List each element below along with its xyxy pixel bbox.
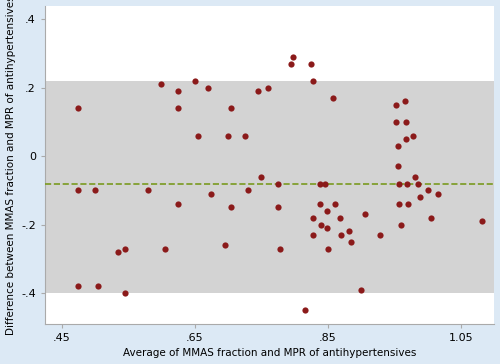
Point	[74, 283, 82, 289]
Point	[174, 105, 182, 111]
Point	[404, 201, 412, 207]
Point	[392, 102, 400, 108]
Point	[478, 218, 486, 224]
Point	[402, 181, 410, 186]
Point	[397, 222, 405, 228]
Point	[161, 246, 169, 252]
Point	[308, 61, 316, 67]
Point	[94, 283, 102, 289]
Point	[121, 246, 129, 252]
Point	[244, 187, 252, 193]
Point	[376, 232, 384, 238]
Point	[190, 78, 198, 84]
Point	[402, 136, 410, 142]
Point	[394, 143, 402, 149]
Point	[357, 287, 365, 293]
Point	[348, 239, 356, 245]
Point	[174, 201, 182, 207]
Point	[158, 82, 166, 87]
Point	[434, 191, 442, 197]
Point	[114, 249, 122, 255]
Point	[300, 307, 308, 313]
Point	[74, 105, 82, 111]
Point	[346, 229, 354, 234]
Point	[276, 246, 284, 252]
Point	[228, 105, 235, 111]
Point	[310, 215, 318, 221]
X-axis label: Average of MMAS fraction and MPR of antihypertensives: Average of MMAS fraction and MPR of anti…	[123, 348, 416, 359]
Point	[360, 211, 368, 217]
Y-axis label: Difference between MMAS fraction and MPR of antihypertensives: Difference between MMAS fraction and MPR…	[6, 0, 16, 335]
Point	[330, 201, 338, 207]
Point	[254, 88, 262, 94]
Point	[290, 54, 298, 60]
Point	[194, 133, 202, 139]
Point	[416, 194, 424, 200]
Point	[330, 95, 338, 101]
Point	[318, 222, 326, 228]
Point	[144, 187, 152, 193]
Point	[395, 181, 403, 186]
Point	[409, 133, 417, 139]
Point	[258, 174, 266, 179]
Point	[400, 99, 408, 104]
Point	[316, 201, 324, 207]
Point	[121, 290, 129, 296]
Point	[264, 85, 272, 91]
Point	[208, 191, 216, 197]
Point	[424, 187, 432, 193]
Point	[274, 181, 282, 186]
Point	[316, 181, 324, 186]
Point	[228, 205, 235, 210]
Point	[402, 119, 410, 125]
Bar	[45, 81, 494, 293]
Point	[74, 187, 82, 193]
Point	[336, 215, 344, 221]
Point	[410, 174, 418, 179]
Point	[322, 225, 330, 231]
Point	[320, 181, 328, 186]
Point	[427, 215, 435, 221]
Point	[288, 61, 296, 67]
Point	[338, 232, 345, 238]
Point	[392, 119, 400, 125]
Point	[204, 85, 212, 91]
Point	[174, 88, 182, 94]
Point	[220, 242, 228, 248]
Point	[395, 201, 403, 207]
Point	[240, 133, 248, 139]
Point	[224, 133, 232, 139]
Point	[274, 205, 282, 210]
Point	[414, 181, 422, 186]
Point	[394, 163, 402, 169]
Point	[91, 187, 99, 193]
Point	[322, 208, 330, 214]
Point	[310, 78, 318, 84]
Point	[310, 232, 318, 238]
Point	[324, 246, 332, 252]
